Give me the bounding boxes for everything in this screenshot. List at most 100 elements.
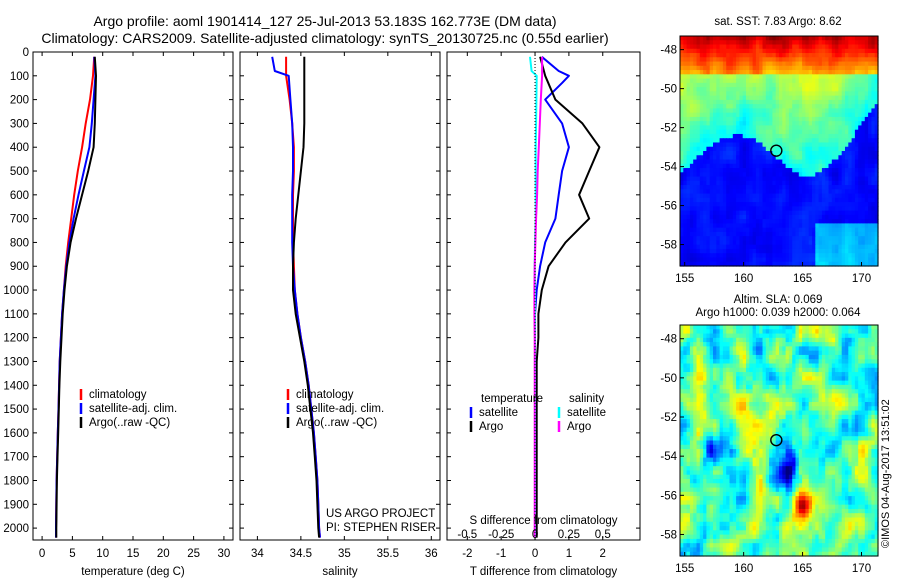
sst_map-cell	[779, 189, 783, 195]
sla_map-cell	[808, 372, 813, 377]
sla_map-cell	[686, 376, 691, 382]
sst_map-cell	[722, 99, 727, 105]
sla_map-cell	[765, 363, 770, 369]
sst_map-cell	[858, 61, 863, 67]
sla_map-cell	[703, 350, 707, 356]
sst_map-cell	[696, 121, 701, 127]
sst_map-cell	[742, 99, 747, 105]
sst_map-cell	[828, 40, 833, 46]
sst_map-cell	[775, 112, 780, 118]
sst_map-cell	[765, 74, 770, 80]
sla_map-cell	[706, 406, 711, 412]
sla_map-cell	[858, 372, 863, 377]
sla_map-cell	[732, 427, 737, 433]
sst_map-cell	[841, 82, 846, 88]
sst_map-cell	[729, 53, 734, 58]
sst_map-cell	[779, 133, 783, 139]
sst_map-cell	[719, 65, 724, 71]
sla_map-cell	[680, 325, 684, 330]
sst_map-cell	[798, 193, 803, 199]
sst_map-cell	[835, 257, 839, 263]
sst_map-cell	[812, 108, 816, 114]
sla_map-cell	[815, 333, 820, 339]
sst_map-cell	[732, 125, 737, 131]
sla_map-cell	[739, 402, 744, 407]
sst_map-cell	[742, 206, 747, 212]
sst_map-cell	[689, 185, 694, 190]
sla_map-cell	[871, 329, 876, 335]
sst_map-cell	[696, 133, 701, 139]
sst_map-cell	[858, 197, 863, 203]
sla_map-cell	[749, 329, 754, 335]
sst_map-cell	[722, 48, 727, 54]
sst_map-cell	[805, 151, 810, 156]
sst_map-cell	[693, 261, 698, 267]
sla_map-cell	[736, 384, 740, 390]
sst_map-cell	[689, 180, 694, 186]
sst_map-cell	[699, 180, 704, 186]
sst_map-cell	[858, 44, 863, 50]
sst_map-cell	[729, 121, 734, 127]
sst_map-cell	[798, 99, 803, 105]
sst_map-cell	[703, 236, 707, 242]
sst_map-cell	[851, 163, 856, 169]
sst_map-cell	[779, 108, 783, 114]
sst_map-cell	[782, 91, 787, 97]
sla_map-cell	[825, 384, 830, 390]
sla_map-cell	[868, 346, 872, 352]
sst_map-cell	[871, 257, 876, 263]
sst_map-cell	[851, 125, 856, 131]
sst_map-cell	[864, 210, 869, 216]
sla_map-cell	[769, 350, 773, 356]
sla_map-cell	[689, 384, 694, 390]
sla_map-cell	[736, 423, 740, 429]
sla_map-cell	[868, 372, 872, 377]
sla_map-cell	[759, 350, 764, 356]
sst_map-cell	[762, 189, 767, 195]
sla_map-cell	[713, 333, 717, 339]
sst_map-cell	[689, 219, 694, 225]
sst_map-cell	[845, 197, 849, 203]
sst_map-cell	[713, 189, 717, 195]
sst_map-cell	[755, 180, 760, 186]
sla_map-cell	[831, 333, 836, 339]
sla_map-cell	[798, 419, 803, 424]
sst_map-cell	[775, 95, 780, 101]
sla_map-cell	[851, 384, 856, 390]
sst_map-cell	[841, 236, 846, 242]
sst_map-cell	[769, 244, 773, 250]
sst_map-cell	[798, 91, 803, 97]
sst_map-cell	[779, 231, 783, 237]
sst_map-cell	[835, 155, 839, 161]
sst_map-cell	[749, 70, 754, 75]
sst_map-cell	[815, 104, 820, 110]
sst_map-cell	[755, 202, 760, 207]
sla_map-cell	[864, 329, 869, 335]
sst_map-cell	[861, 129, 866, 135]
sst_map-cell	[752, 48, 757, 54]
sst_map-cell	[868, 57, 872, 63]
sla_map-cell	[686, 410, 691, 416]
sst_map-cell	[759, 40, 764, 46]
sst_map-cell	[722, 133, 727, 139]
sla_map-cell	[696, 376, 701, 382]
sla_map-cell	[759, 342, 764, 347]
sla_map-cell	[732, 329, 737, 335]
sst_map-cell	[831, 240, 836, 246]
sla_map-cell	[812, 402, 816, 407]
sst_map-cell	[802, 214, 806, 220]
sst_map-cell	[795, 40, 800, 46]
sst_map-cell	[782, 189, 787, 195]
sst_map-cell	[792, 248, 797, 254]
sst_map-cell	[858, 236, 863, 242]
sla_map-cell	[802, 329, 806, 335]
sst_map-cell	[680, 236, 684, 242]
sst_map-cell	[689, 168, 694, 173]
sst_map-cell	[788, 151, 793, 156]
sla_map-cell	[874, 380, 879, 386]
sst_map-cell	[864, 91, 869, 97]
sst_map-cell	[772, 87, 777, 92]
sla_map-cell	[851, 372, 856, 377]
sst_map-cell	[699, 104, 704, 110]
sst_map-cell	[726, 236, 731, 242]
